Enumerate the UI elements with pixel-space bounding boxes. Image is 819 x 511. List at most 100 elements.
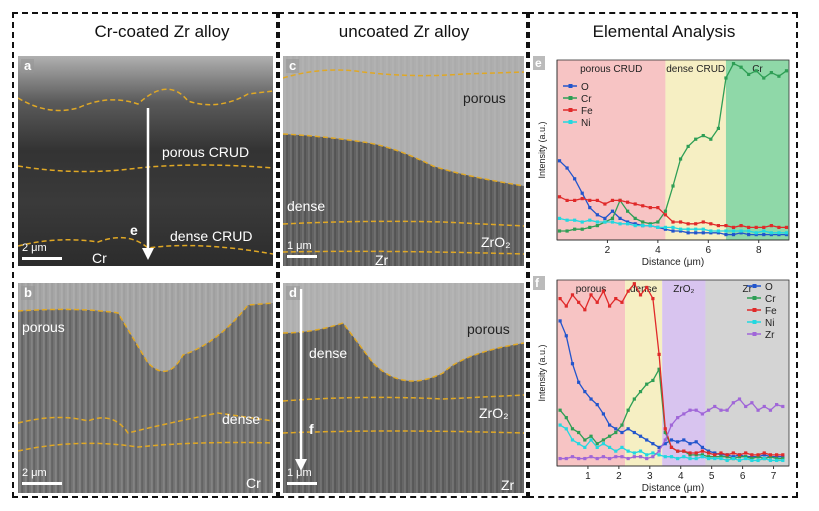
point-Fe-16 (678, 220, 683, 224)
point-Fe-11 (641, 204, 645, 208)
panel-a-scale-text: 2 μm (22, 242, 47, 254)
point-Cr-30 (784, 69, 789, 73)
uncoated-column-title: uncoated Zr alloy (338, 22, 470, 41)
point-Cr-23 (700, 453, 704, 457)
plot-frame (556, 59, 790, 241)
point-Cr-2 (573, 227, 577, 231)
point-O-14 (663, 227, 668, 231)
point-Zr-33 (762, 404, 766, 409)
point-Ni-34 (768, 458, 773, 463)
point-Zr-17 (663, 438, 667, 442)
point-O-18 (694, 231, 698, 235)
point-Ni-3 (577, 442, 581, 446)
panel-c-oxide-label: ZrO₂ (481, 234, 511, 250)
region-label-0: porous CRUD (580, 64, 642, 75)
point-Ni-20 (709, 229, 713, 233)
point-Fe-19 (676, 449, 680, 453)
region-2 (662, 280, 706, 466)
point-O-26 (719, 453, 723, 457)
point-Fe-22 (694, 451, 698, 455)
point-Ni-26 (754, 231, 758, 235)
sem-panel-d: d porous dense ZrO₂ Zr f 1 μm (283, 283, 524, 493)
point-Zr-34 (768, 408, 773, 412)
legend-marker-Cr (568, 96, 573, 100)
point-Cr-7 (610, 216, 615, 220)
point-Ni-22 (694, 456, 698, 461)
legend-marker-O (568, 84, 573, 88)
point-Fe-21 (688, 451, 692, 455)
point-Fe-9 (626, 200, 630, 204)
x-tick-label-0: 2 (605, 245, 611, 256)
legend-marker-Cr (752, 296, 757, 300)
point-Fe-24 (739, 224, 743, 228)
point-O-4 (588, 206, 592, 210)
point-Cr-3 (580, 227, 584, 231)
point-Fe-5 (595, 198, 599, 202)
point-Zr-28 (731, 401, 735, 405)
panel-d-oxide-label: ZrO₂ (479, 405, 509, 421)
point-Fe-0 (557, 195, 562, 199)
point-Zr-24 (706, 408, 711, 412)
point-Cr-12 (632, 397, 636, 401)
point-O-27 (762, 233, 766, 237)
point-Fe-17 (686, 222, 690, 226)
x-axis-label: Distance (μm) (642, 257, 704, 268)
point-Cr-9 (626, 209, 630, 213)
point-Ni-11 (626, 449, 630, 453)
point-Ni-5 (589, 438, 593, 442)
point-O-16 (657, 445, 661, 449)
point-Ni-14 (663, 225, 668, 229)
point-O-35 (775, 455, 779, 459)
coated-column-title: Cr-coated Zr alloy (94, 22, 230, 41)
point-O-22 (724, 233, 728, 237)
point-Ni-24 (739, 229, 743, 233)
point-O-8 (618, 216, 622, 220)
x-tick-label-2: 3 (647, 471, 653, 482)
point-Cr-11 (641, 220, 645, 224)
point-Fe-4 (583, 308, 587, 312)
point-Fe-10 (633, 202, 637, 206)
point-Fe-15 (671, 220, 675, 224)
point-Cr-5 (589, 434, 593, 438)
point-Ni-17 (686, 227, 690, 231)
point-Ni-2 (573, 218, 577, 222)
plot-frame (556, 279, 790, 467)
point-Cr-15 (671, 184, 675, 188)
point-Cr-17 (686, 144, 690, 148)
point-Cr-19 (701, 134, 705, 138)
point-O-31 (750, 455, 754, 459)
point-Fe-29 (737, 453, 742, 457)
legend-marker-Fe (752, 308, 757, 312)
point-Fe-30 (744, 451, 748, 455)
point-O-12 (632, 430, 636, 435)
x-tick-label-4: 5 (709, 471, 715, 482)
point-Fe-26 (754, 225, 758, 229)
point-O-24 (739, 231, 743, 235)
point-Fe-23 (731, 225, 736, 229)
panel-d-substrate-label: Zr (501, 477, 515, 493)
point-Fe-18 (669, 445, 674, 449)
point-Ni-25 (713, 456, 717, 461)
point-O-11 (626, 427, 630, 431)
panel-d-scale-text: 1 μm (287, 467, 312, 479)
point-Fe-13 (656, 206, 660, 210)
point-Cr-34 (768, 455, 773, 459)
point-Zr-11 (626, 456, 630, 461)
point-Ni-36 (781, 458, 785, 463)
point-O-18 (669, 438, 674, 442)
point-Fe-27 (725, 453, 729, 457)
chart-panel-e: porous CRUD dense CRUD Cr 2 4 6 8 Distance (μm)… (533, 56, 793, 268)
region-label-1: dense (630, 284, 658, 295)
point-Ni-25 (747, 229, 751, 233)
point-Fe-25 (747, 225, 751, 229)
point-Fe-17 (663, 427, 667, 431)
x-tick-label-1: 4 (655, 245, 661, 256)
legend-label-Ni: Ni (581, 118, 590, 129)
x-tick-label-2: 6 (706, 245, 712, 256)
point-Ni-19 (701, 227, 705, 231)
point-Cr-0 (557, 229, 562, 233)
point-Cr-23 (731, 62, 736, 66)
point-Cr-1 (565, 229, 569, 233)
point-Ni-23 (731, 229, 736, 233)
point-O-10 (633, 222, 637, 226)
